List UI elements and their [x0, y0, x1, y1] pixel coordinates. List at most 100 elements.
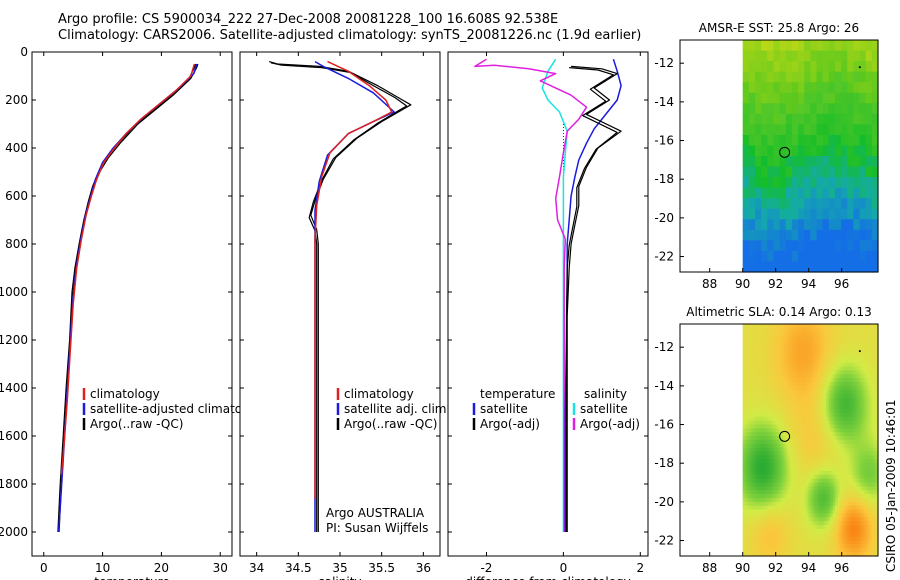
map-cell — [803, 409, 807, 414]
map-cell — [744, 443, 748, 449]
map-cell — [828, 261, 836, 273]
map-cell — [762, 470, 766, 476]
map-cell — [857, 397, 861, 402]
map-cell — [844, 548, 848, 553]
map-cell — [767, 478, 771, 484]
map-cell — [776, 455, 780, 460]
map-cell — [832, 470, 836, 476]
map-cell — [868, 378, 872, 383]
map-cell — [850, 552, 854, 557]
map-cell — [765, 490, 769, 495]
map-cell — [853, 354, 857, 360]
map-cell — [871, 331, 875, 337]
map-cell — [835, 548, 839, 553]
map-cell — [753, 536, 757, 542]
map-cell — [783, 366, 787, 371]
map-cell — [826, 409, 829, 414]
map-cell — [767, 494, 771, 499]
map-cell — [792, 366, 796, 371]
map-cell — [787, 505, 791, 511]
map-cell — [803, 463, 807, 468]
map-cell — [859, 420, 863, 426]
map-cell — [779, 103, 787, 115]
map-cell — [796, 401, 800, 406]
map-cell — [783, 455, 787, 460]
map-cell — [817, 409, 820, 414]
map-cell — [747, 552, 751, 557]
map-cell — [816, 124, 824, 136]
map-cell — [790, 424, 793, 429]
map-cell — [873, 331, 877, 337]
map-cell — [853, 327, 857, 333]
map-cell — [758, 451, 762, 457]
map-cell — [767, 327, 771, 333]
map-cell — [844, 517, 848, 522]
map-cell — [758, 370, 762, 375]
map-cell — [857, 335, 861, 341]
map-cell — [742, 397, 746, 402]
map-cell — [828, 486, 832, 491]
map-cell — [760, 351, 764, 356]
map-cell — [758, 501, 762, 507]
map-cell — [801, 424, 805, 429]
map-cell — [792, 362, 796, 368]
map-cell — [832, 509, 836, 515]
map-cell — [864, 432, 868, 437]
map-cell — [792, 528, 796, 534]
map-cell — [837, 451, 841, 457]
map-cell — [781, 517, 784, 522]
map-cell — [862, 428, 866, 433]
map-cell — [810, 470, 814, 476]
map-cell — [839, 548, 843, 553]
map-cell — [837, 389, 841, 395]
map-cell — [785, 517, 789, 522]
map-cell — [801, 335, 805, 341]
map-cell — [761, 124, 768, 136]
map-cell — [862, 420, 866, 426]
map-cell — [826, 482, 829, 487]
map-cell — [828, 82, 836, 94]
y-tick-label: 1000 — [0, 285, 28, 299]
map-cell — [839, 474, 843, 480]
map-cell — [808, 532, 811, 538]
map-cell — [744, 331, 748, 337]
map-cell — [821, 378, 825, 383]
map-cell — [803, 378, 807, 383]
map-cell — [819, 544, 823, 549]
map-cell — [778, 536, 782, 542]
map-cell — [772, 405, 775, 410]
map-cell — [774, 382, 778, 387]
map-cell — [873, 397, 877, 402]
map-cell — [785, 327, 789, 333]
map-cell — [871, 366, 875, 371]
map-cell — [783, 397, 787, 402]
map-cell — [808, 509, 811, 515]
map-cell — [808, 436, 811, 441]
map-cell — [794, 339, 798, 344]
map-cell — [853, 389, 857, 395]
map-cell — [758, 397, 762, 402]
map-cell — [769, 478, 773, 484]
map-cell — [866, 362, 870, 368]
map-cell — [801, 401, 805, 406]
map-cell — [767, 166, 775, 178]
map-cell — [742, 358, 746, 364]
map-cell — [760, 459, 764, 464]
map-cell — [805, 494, 809, 499]
map-cell — [781, 536, 784, 542]
map-cell — [808, 467, 811, 472]
map-cell — [774, 428, 778, 433]
map-cell — [853, 521, 857, 526]
map-cell — [769, 532, 773, 538]
map-cell — [855, 498, 859, 503]
map-cell — [756, 424, 760, 429]
map-cell — [848, 354, 852, 360]
map-cell — [792, 536, 796, 542]
map-cell — [803, 397, 807, 402]
map-cell — [753, 459, 757, 464]
map-cell — [862, 440, 866, 445]
map-cell — [862, 331, 866, 337]
map-cell — [853, 525, 857, 530]
map-cell — [792, 335, 796, 341]
map-cell — [821, 447, 825, 453]
